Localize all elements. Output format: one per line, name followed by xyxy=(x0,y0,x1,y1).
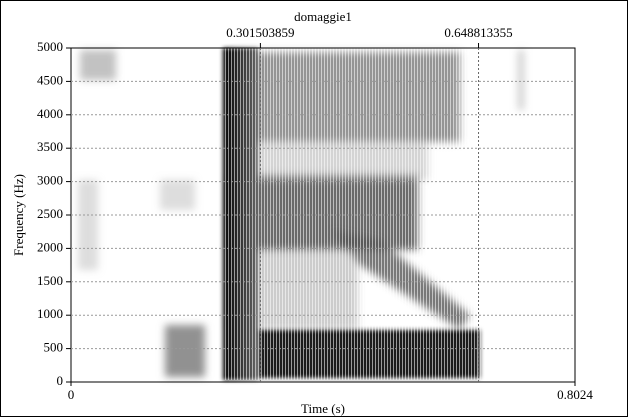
y-tick-label: 5000 xyxy=(37,39,63,54)
y-axis-label: Frequency (Hz) xyxy=(11,174,26,256)
chart-title: domaggie1 xyxy=(294,9,352,24)
y-tick-label: 2000 xyxy=(37,239,63,254)
y-tick-label: 3000 xyxy=(37,173,63,188)
y-tick-label: 4000 xyxy=(37,106,63,121)
y-tick-label: 4500 xyxy=(37,72,63,87)
y-tick-label: 1000 xyxy=(37,306,63,321)
marker-label: 0.648813355 xyxy=(444,25,512,40)
y-tick-label: 1500 xyxy=(37,273,63,288)
x-axis-label: Time (s) xyxy=(301,401,345,416)
y-tick-label: 3500 xyxy=(37,139,63,154)
x-tick-label: 0.8024 xyxy=(557,387,593,402)
spectrogram-image xyxy=(78,48,524,380)
x-tick-label: 0 xyxy=(68,387,75,402)
y-tick-label: 500 xyxy=(44,340,64,355)
y-tick-label: 0 xyxy=(57,373,64,388)
marker-label: 0.301503859 xyxy=(226,25,294,40)
y-tick-label: 2500 xyxy=(37,206,63,221)
